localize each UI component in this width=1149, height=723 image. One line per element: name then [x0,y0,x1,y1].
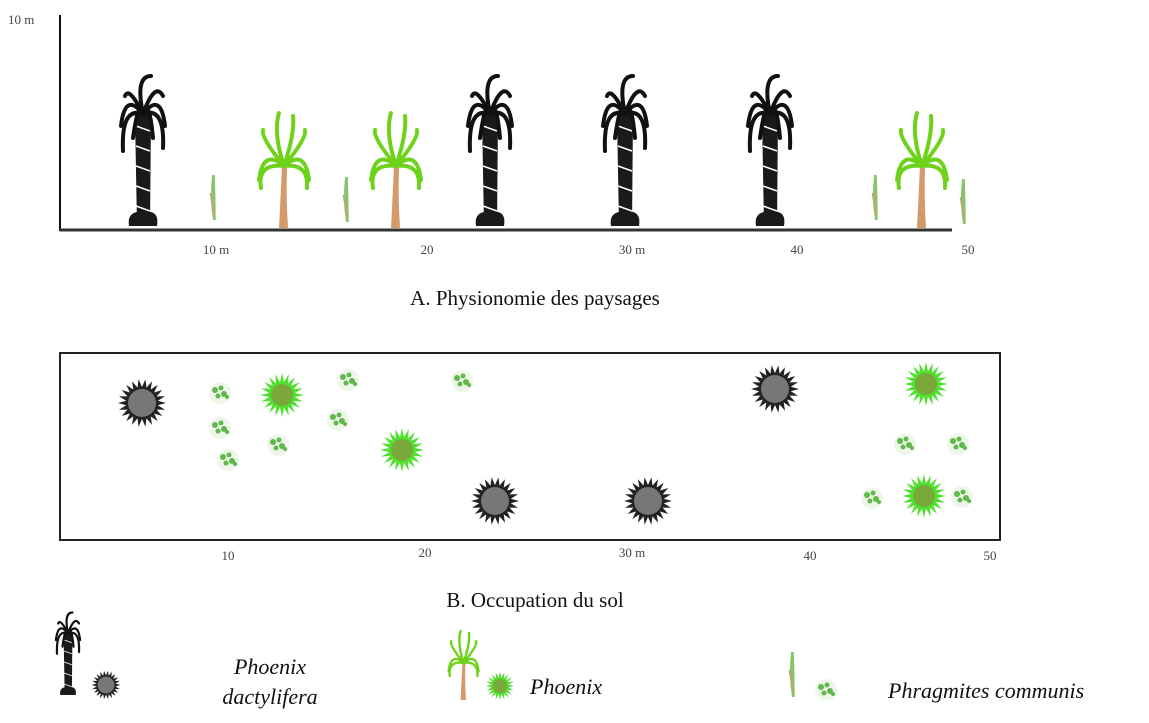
legend-icon [54,611,82,697]
date-palm-cover [751,365,799,413]
reed-cover [209,382,231,404]
reed [959,178,967,225]
x-label: 30 m [619,545,645,560]
phoenix-palm [257,111,311,230]
phoenix-palm [895,111,949,230]
legend-label: Phragmites communis [888,678,1085,703]
caption: B. Occupation du sol [446,588,623,612]
x-label: 20 [419,545,432,560]
caption: A. Physionomie des paysages [410,286,660,310]
reed [209,174,217,221]
date-palm-cover [471,477,519,525]
date-palm-cover [118,379,166,427]
phoenix-palm [369,111,423,230]
reed-cover [217,449,239,471]
legend-label: Phoenix dactylifera [222,654,318,709]
reed-cover [267,434,289,456]
date-palm [119,74,167,228]
legend-icon [788,651,796,698]
phoenix-cover [260,373,304,417]
x-label: 50 [984,548,997,563]
date-palm [466,74,514,228]
reed-cover [451,370,473,392]
plot-frame [59,352,1001,541]
legend-icon [815,679,837,701]
x-label: 40 [791,242,804,257]
legend-icon [447,629,480,702]
date-palm [746,74,794,228]
phoenix-cover [904,362,948,406]
x-label: 10 m [203,242,229,257]
reed-cover [947,433,969,455]
x-label: 20 [421,242,434,257]
x-label: 50 [962,242,975,257]
reed-cover [861,487,883,509]
x-label: 30 m [619,242,645,257]
phoenix-cover [380,428,424,472]
legend-icon [485,671,515,701]
y-label: 10 m [8,12,34,27]
phoenix-cover [902,474,946,518]
reed-cover [337,369,359,391]
reed [342,176,350,223]
reed-cover [951,486,973,508]
date-palm-cover [624,477,672,525]
date-palm [601,74,649,228]
reed [871,174,879,221]
reed-cover [209,417,231,439]
reed-cover [327,409,349,431]
legend-label: Phoenix [530,674,603,699]
legend-icon [91,670,121,700]
x-label: 40 [804,548,817,563]
x-label: 10 [222,548,235,563]
reed-cover [894,433,916,455]
